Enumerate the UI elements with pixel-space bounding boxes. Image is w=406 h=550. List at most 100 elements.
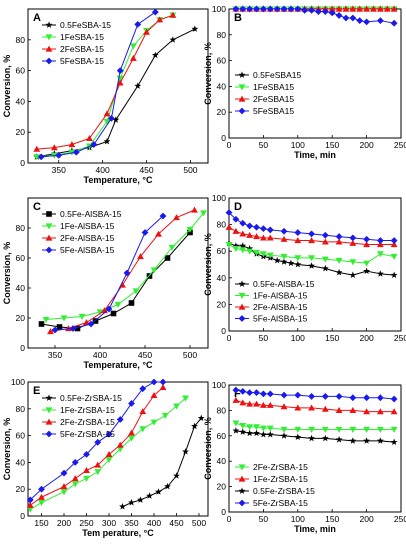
data-point bbox=[191, 25, 199, 32]
data-point bbox=[260, 234, 267, 241]
data-point bbox=[139, 408, 147, 415]
panel-label: F bbox=[234, 388, 241, 400]
series-line bbox=[45, 212, 204, 320]
legend-marker bbox=[238, 487, 246, 494]
data-point bbox=[232, 427, 240, 434]
chart-panel-e: 150 200 250 300 350 400 450 500 0 20 40 60 80 100 Tem … bbox=[2, 377, 209, 538]
y-tick-label: 40 bbox=[217, 456, 227, 466]
legend-label: 1Fe-ZrSBA-15 bbox=[253, 474, 308, 484]
data-point bbox=[363, 408, 370, 415]
y-tick-label: 80 bbox=[16, 404, 26, 414]
data-point bbox=[103, 137, 111, 145]
data-point bbox=[83, 467, 90, 474]
legend-label: 1FeSBA-15 bbox=[60, 32, 104, 42]
data-point bbox=[308, 237, 315, 244]
data-point bbox=[266, 252, 274, 259]
plot-frame bbox=[27, 381, 209, 517]
data-point bbox=[376, 394, 384, 402]
legend-label: 5Fe-ZrSBA-15 bbox=[60, 429, 115, 439]
data-point bbox=[26, 506, 34, 513]
data-point bbox=[159, 212, 167, 220]
y-tick-label: 20 bbox=[16, 313, 26, 323]
data-point bbox=[150, 419, 158, 426]
data-point bbox=[94, 438, 102, 446]
x-axis-label: Time, min bbox=[294, 524, 336, 534]
y-tick-label: 0 bbox=[20, 511, 25, 521]
x-tick-label: 300 bbox=[102, 518, 116, 528]
data-point bbox=[78, 313, 86, 320]
data-point bbox=[161, 412, 169, 419]
legend-marker bbox=[45, 234, 53, 241]
y-tick-label: 80 bbox=[217, 220, 227, 230]
legend-marker bbox=[45, 223, 53, 230]
data-point bbox=[129, 43, 137, 50]
data-point bbox=[253, 5, 260, 13]
y-tick-label: 60 bbox=[16, 431, 26, 441]
data-point bbox=[376, 270, 384, 277]
x-tick-label: 50 bbox=[259, 140, 269, 150]
series-line bbox=[228, 212, 395, 242]
y-tick-label: 100 bbox=[212, 4, 226, 14]
data-point bbox=[260, 425, 267, 432]
legend-label: 2FeSBA15 bbox=[253, 94, 294, 104]
data-point bbox=[363, 437, 371, 444]
data-point bbox=[294, 237, 302, 244]
series-2 bbox=[33, 12, 177, 161]
data-point bbox=[169, 11, 177, 18]
legend-marker bbox=[46, 211, 52, 217]
series-line bbox=[235, 389, 395, 400]
legend-label: 2Fe-ZrSBA-15 bbox=[60, 417, 115, 427]
y-tick-label: 20 bbox=[217, 299, 227, 309]
x-tick-label: 100 bbox=[291, 514, 305, 524]
data-point bbox=[342, 5, 350, 12]
legend: 0.5FeSBA15 1FeSBA15 2FeSBA15 5FeSBA15 bbox=[235, 70, 301, 116]
data-point bbox=[321, 434, 329, 442]
data-point bbox=[308, 434, 315, 442]
data-point bbox=[280, 253, 288, 260]
legend-label: 0.5FeSBA-15 bbox=[60, 20, 111, 30]
data-point bbox=[356, 5, 364, 12]
data-point bbox=[266, 401, 274, 408]
legend-marker bbox=[238, 280, 246, 287]
x-tick-label: 450 bbox=[139, 165, 153, 175]
data-point bbox=[308, 404, 315, 411]
legend-label: 5Fe-ZrSBA-15 bbox=[253, 498, 308, 508]
data-point bbox=[321, 405, 329, 412]
data-point bbox=[112, 116, 120, 123]
y-tick-label: 40 bbox=[16, 96, 26, 106]
series-4 bbox=[232, 5, 398, 27]
y-tick-label: 60 bbox=[217, 431, 227, 441]
data-point bbox=[266, 234, 274, 241]
y-tick-label: 100 bbox=[212, 193, 226, 203]
data-point bbox=[128, 400, 135, 407]
x-tick-label: 50 bbox=[259, 514, 269, 524]
data-point bbox=[71, 481, 79, 488]
data-point bbox=[65, 325, 72, 332]
data-point bbox=[191, 206, 198, 213]
data-point bbox=[173, 472, 180, 479]
data-point bbox=[266, 226, 274, 234]
y-tick-label: 80 bbox=[16, 223, 26, 233]
data-point bbox=[129, 54, 137, 61]
data-point bbox=[116, 446, 124, 453]
data-point bbox=[280, 5, 288, 13]
data-point bbox=[173, 403, 180, 410]
x-tick-label: 100 bbox=[291, 140, 305, 150]
data-point bbox=[56, 324, 63, 330]
x-tick-label: 200 bbox=[360, 140, 374, 150]
data-point bbox=[105, 305, 113, 313]
legend-label: 2Fe-AlSBA-15 bbox=[60, 233, 115, 243]
data-point bbox=[294, 391, 302, 399]
data-point bbox=[363, 426, 370, 433]
data-point bbox=[239, 423, 247, 430]
data-point bbox=[173, 214, 180, 221]
legend-marker bbox=[238, 475, 246, 482]
data-point bbox=[150, 392, 158, 398]
series-line bbox=[41, 11, 156, 158]
data-point bbox=[47, 328, 54, 335]
data-point bbox=[105, 450, 113, 457]
x-tick-label: 400 bbox=[96, 165, 110, 175]
data-point bbox=[363, 5, 370, 12]
